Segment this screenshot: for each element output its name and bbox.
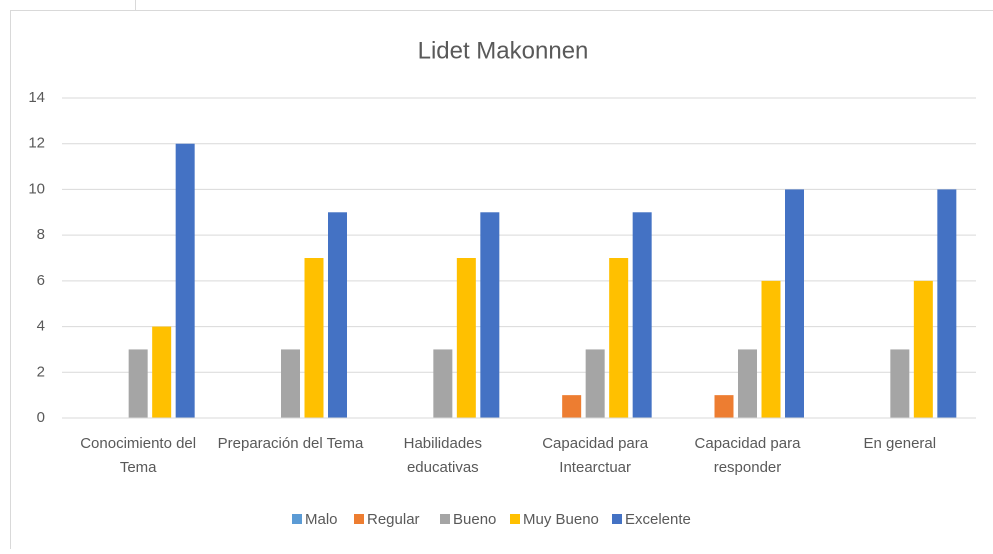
- bar: [328, 212, 347, 418]
- y-tick-label: 6: [37, 272, 45, 289]
- legend-label: Muy Bueno: [523, 511, 599, 528]
- bar: [457, 258, 476, 418]
- x-tick-label: Habilidades educativas: [367, 432, 519, 480]
- x-tick-label-box: Conocimiento del Tema: [62, 432, 214, 492]
- bar: [914, 281, 933, 418]
- y-tick-label: 4: [37, 318, 45, 335]
- legend-swatch: [510, 514, 520, 524]
- bar: [586, 349, 605, 418]
- bar: [562, 395, 581, 418]
- y-tick-label: 0: [37, 409, 45, 426]
- y-tick-label: 12: [28, 135, 45, 152]
- bar: [762, 281, 781, 418]
- x-tick-label-box: En general: [824, 432, 976, 492]
- legend-swatch: [292, 514, 302, 524]
- bar: [129, 349, 148, 418]
- bar: [152, 327, 171, 418]
- y-tick-label: 10: [28, 180, 45, 197]
- x-tick-label-box: Preparación del Tema: [214, 432, 366, 492]
- x-tick-label-box: Capacidad para Intearctuar: [519, 432, 671, 492]
- chart-title: Lidet Makonnen: [418, 37, 589, 64]
- x-tick-label: Conocimiento del Tema: [62, 432, 214, 480]
- bar: [281, 349, 300, 418]
- x-tick-label: Capacidad para Intearctuar: [519, 432, 671, 480]
- legend-swatch: [354, 514, 364, 524]
- legend-label: Malo: [305, 511, 338, 528]
- bar: [738, 349, 757, 418]
- bar: [433, 349, 452, 418]
- bar: [715, 395, 734, 418]
- bar: [937, 189, 956, 418]
- bar: [890, 349, 909, 418]
- x-tick-label: En general: [824, 432, 976, 456]
- x-tick-label: Capacidad para responder: [671, 432, 823, 480]
- bar: [785, 189, 804, 418]
- y-tick-label: 2: [37, 363, 45, 380]
- legend-label: Bueno: [453, 511, 496, 528]
- y-tick-label: 14: [28, 89, 45, 106]
- legend-label: Excelente: [625, 511, 691, 528]
- legend-swatch: [440, 514, 450, 524]
- bar: [480, 212, 499, 418]
- bar: [176, 144, 195, 418]
- x-tick-label-box: Habilidades educativas: [367, 432, 519, 492]
- x-tick-label: Preparación del Tema: [214, 432, 366, 456]
- y-tick-label: 8: [37, 226, 45, 243]
- legend-swatch: [612, 514, 622, 524]
- bar: [609, 258, 628, 418]
- bar: [305, 258, 324, 418]
- bar: [633, 212, 652, 418]
- legend-label: Regular: [367, 511, 420, 528]
- x-tick-label-box: Capacidad para responder: [671, 432, 823, 492]
